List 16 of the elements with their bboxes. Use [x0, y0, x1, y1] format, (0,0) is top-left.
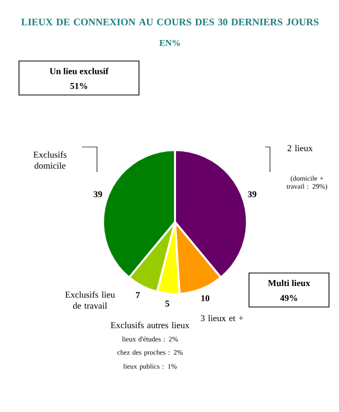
slice-label: Exclusifs lieu de travail [65, 291, 115, 309]
data-label: 5 [165, 300, 170, 307]
data-label: 39 [94, 191, 102, 198]
data-label: 10 [201, 295, 210, 302]
chart-subtitle: EN% [159, 40, 180, 46]
data-label: 7 [136, 292, 140, 298]
slice-label: 3 lieux et + [200, 314, 244, 322]
slice-label: Exclusifs autres lieux [110, 322, 190, 328]
slice-label: Exclusifs domicile [34, 151, 66, 169]
text: 51% [70, 82, 88, 90]
text: 49% [280, 294, 298, 302]
chart-title: LIEUX DE CONNEXION AU COURS DES 30 DERNIERS JOURS [21, 18, 318, 26]
slice-label: 2 lieux [288, 144, 313, 152]
data-label: 39 [248, 191, 256, 198]
text: Un lieu exclusif [50, 68, 109, 74]
text: Multi lieux [268, 280, 310, 286]
